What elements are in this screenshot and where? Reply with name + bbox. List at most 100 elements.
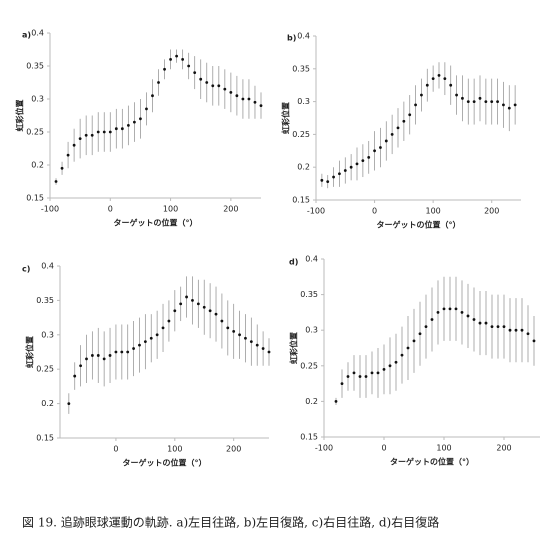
point: [532, 339, 536, 343]
point: [90, 133, 94, 137]
point: [394, 360, 398, 364]
y-tick-label: 0.2: [31, 161, 44, 170]
point: [466, 314, 470, 318]
point: [379, 146, 382, 149]
point: [358, 375, 362, 378]
point: [229, 91, 233, 94]
point: [161, 326, 165, 330]
point: [507, 106, 511, 110]
point: [241, 97, 245, 101]
point: [78, 137, 82, 141]
point: [508, 328, 512, 332]
point: [526, 332, 530, 336]
y-tick-label: 0.15: [292, 196, 310, 205]
point: [424, 325, 428, 329]
x-tick-label: 0: [113, 445, 118, 454]
point: [490, 325, 494, 329]
point: [208, 309, 212, 313]
point: [223, 87, 227, 91]
point: [502, 103, 505, 107]
point: [138, 343, 141, 347]
point: [79, 364, 83, 368]
point: [412, 339, 416, 343]
x-axis-label: ターゲットの位置（°）: [390, 457, 474, 467]
point: [390, 133, 394, 136]
x-tick-label: -100: [41, 205, 59, 214]
point: [114, 350, 118, 354]
point: [84, 133, 88, 137]
point: [149, 336, 153, 340]
point: [249, 340, 253, 344]
point: [472, 318, 476, 321]
point: [484, 321, 488, 325]
x-tick-label: 100: [163, 205, 178, 214]
y-tick-label: 0.3: [41, 330, 54, 339]
point: [490, 100, 494, 103]
point: [244, 336, 247, 340]
point: [420, 93, 423, 97]
point: [408, 113, 412, 117]
point: [102, 357, 106, 361]
point: [436, 311, 440, 314]
point: [267, 350, 271, 354]
panel-label: a): [22, 31, 31, 40]
point: [326, 180, 330, 184]
point: [73, 374, 77, 378]
point: [247, 97, 251, 101]
point: [466, 100, 470, 103]
point: [367, 155, 371, 159]
y-tick-label: 0.35: [36, 296, 54, 305]
point: [431, 77, 435, 81]
point: [418, 332, 422, 336]
x-tick-label: 0: [372, 207, 377, 216]
point: [191, 299, 194, 302]
point: [173, 309, 177, 313]
point: [388, 364, 392, 368]
point: [454, 307, 458, 311]
point: [157, 81, 160, 84]
point: [496, 100, 499, 103]
panel-label: c): [22, 265, 30, 274]
point: [235, 94, 239, 98]
point: [448, 307, 452, 311]
point: [346, 375, 350, 378]
point: [139, 117, 142, 121]
point: [425, 83, 429, 87]
y-tick-label: 0.2: [41, 399, 54, 408]
point: [72, 143, 76, 147]
x-tick-label: 100: [167, 445, 182, 454]
point: [513, 103, 517, 107]
point: [343, 169, 347, 172]
point: [54, 180, 58, 183]
point: [120, 350, 124, 354]
point: [60, 166, 64, 170]
point: [382, 367, 386, 371]
point: [520, 328, 524, 332]
x-axis-label: ターゲットの位置（°）: [377, 220, 461, 230]
point: [167, 319, 171, 323]
y-tick-label: 0.3: [305, 326, 318, 335]
y-tick-label: 0.15: [36, 434, 54, 443]
point: [145, 107, 148, 111]
point: [169, 58, 172, 61]
point: [460, 311, 464, 314]
x-tick-label: 200: [223, 205, 238, 214]
point: [472, 100, 476, 103]
x-axis-label: ターゲットの位置（°）: [114, 218, 198, 228]
point: [217, 84, 221, 88]
point: [478, 96, 482, 100]
point: [443, 77, 447, 81]
y-tick-label: 0.25: [26, 128, 44, 137]
point: [226, 326, 230, 330]
x-tick-label: -100: [315, 444, 333, 453]
point: [193, 71, 197, 74]
point: [261, 347, 265, 350]
point: [355, 162, 359, 166]
y-tick-label: 0.25: [292, 130, 310, 139]
point: [364, 375, 368, 378]
point: [66, 153, 70, 157]
y-tick-label: 0.25: [36, 365, 54, 374]
point: [132, 347, 135, 350]
point: [361, 159, 365, 163]
y-tick-label: 0.2: [297, 163, 310, 172]
